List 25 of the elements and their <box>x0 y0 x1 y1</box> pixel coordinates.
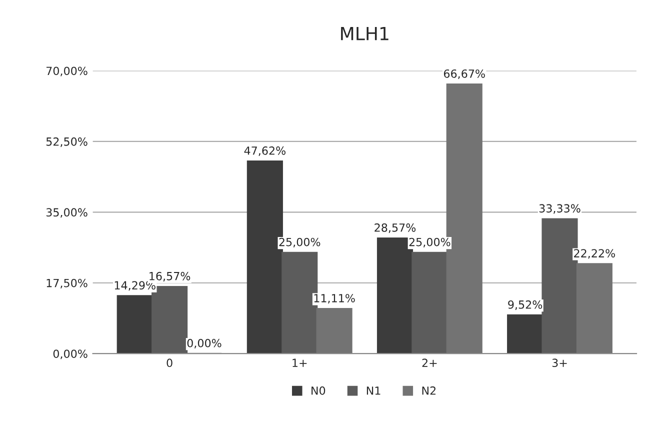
chart-title: MLH1 <box>341 27 388 40</box>
y-tick-label: 0,00% <box>53 350 88 360</box>
data-label: 66,67% <box>444 69 485 79</box>
data-label: 16,57% <box>150 272 190 282</box>
x-tick-label: 2+ <box>422 358 437 367</box>
x-tick-label: 0 <box>166 358 172 368</box>
y-tick-label: 52,50% <box>46 137 88 147</box>
x-tick-label: 1+ <box>292 358 307 367</box>
y-tick-label: 35,00% <box>46 208 88 218</box>
y-tick-label: 17,50% <box>46 278 88 288</box>
legend-label: N0 <box>312 386 326 395</box>
legend-label: N1 <box>366 386 380 395</box>
data-label: 28,57% <box>374 223 416 233</box>
legend-label: N2 <box>422 386 436 395</box>
data-label: 22,22% <box>574 249 615 259</box>
data-label: 9,52% <box>508 300 542 310</box>
data-label: 25,00% <box>409 238 450 248</box>
y-tick-label: 70,00% <box>46 66 88 76</box>
data-label: 33,33% <box>539 204 580 214</box>
data-label: 14,29% <box>114 281 156 291</box>
data-label: 0,00% <box>187 338 222 348</box>
data-label: 25,00% <box>279 238 320 248</box>
x-tick-label: 3+ <box>552 358 567 368</box>
data-label: 47,62% <box>244 146 286 156</box>
data-label: 11,11% <box>314 294 355 304</box>
